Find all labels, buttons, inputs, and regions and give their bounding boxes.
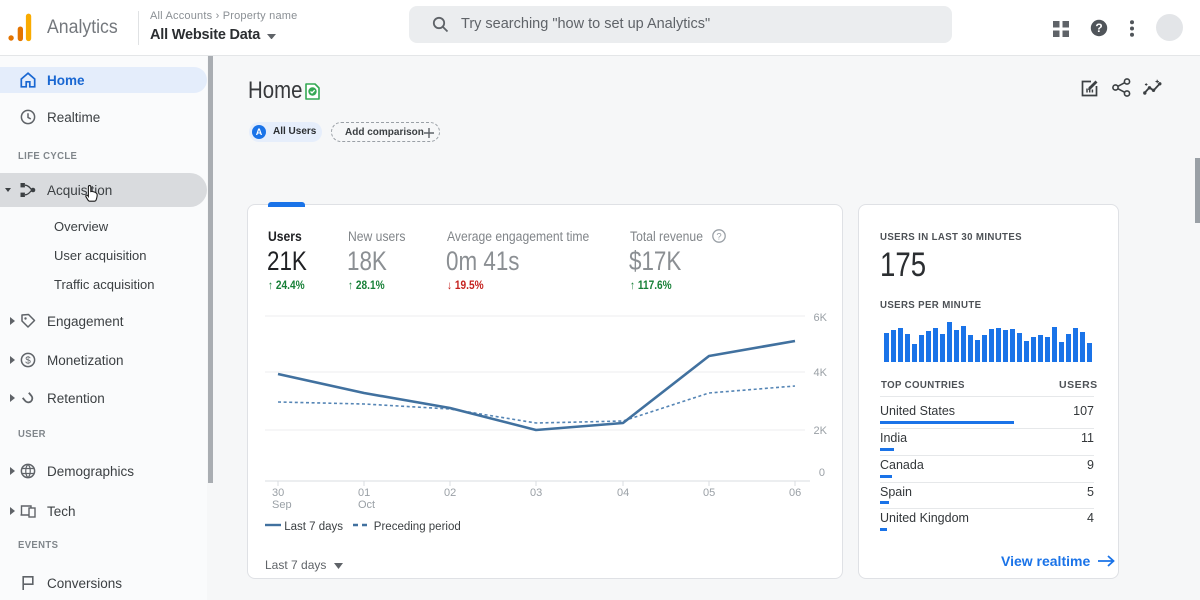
svg-text:01: 01 bbox=[358, 487, 370, 499]
svg-text:4K: 4K bbox=[814, 367, 828, 379]
svg-text:6K: 6K bbox=[814, 312, 828, 324]
svg-text:0: 0 bbox=[819, 467, 825, 479]
svg-text:05: 05 bbox=[703, 487, 715, 499]
svg-text:$: $ bbox=[25, 356, 31, 367]
svg-text:04: 04 bbox=[617, 487, 629, 499]
svg-text:?: ? bbox=[716, 231, 721, 242]
svg-text:03: 03 bbox=[530, 487, 542, 499]
svg-text:Sep: Sep bbox=[272, 499, 292, 510]
svg-text:30: 30 bbox=[272, 487, 284, 499]
svg-text:02: 02 bbox=[444, 487, 456, 499]
svg-text:06: 06 bbox=[789, 487, 801, 499]
svg-text:2K: 2K bbox=[814, 425, 828, 437]
svg-text:?: ? bbox=[1095, 21, 1102, 35]
svg-text:Oct: Oct bbox=[358, 499, 375, 510]
